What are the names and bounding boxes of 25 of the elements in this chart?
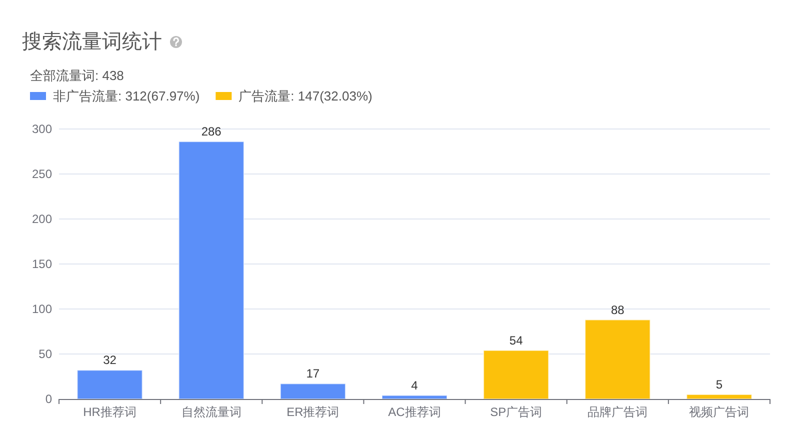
y-tick-label: 250: [32, 167, 52, 181]
y-tick-label: 200: [32, 212, 52, 226]
y-tick-label: 100: [32, 302, 52, 316]
x-tick-label: 品牌广告词: [588, 405, 648, 419]
title: 搜索流量词统计: [22, 31, 162, 53]
x-tick-label: ER推荐词: [286, 405, 340, 419]
data-label: 54: [509, 333, 524, 348]
x-tick-label: SP广告词: [490, 405, 542, 419]
x-tick-label: 自然流量词: [181, 405, 242, 419]
data-label: 4: [411, 378, 418, 392]
x-tick-label: 视频广告词: [689, 405, 750, 419]
legend-label: 非广告流量: 312(67.97%): [53, 88, 200, 104]
data-label: 32: [103, 353, 117, 368]
x-tick-label: HR推荐词: [83, 405, 136, 419]
data-label: 5: [716, 378, 723, 392]
data-label: 286: [201, 124, 222, 139]
x-tick-label: AC推荐词: [388, 405, 441, 419]
y-tick-label: 300: [32, 122, 52, 136]
subtitle: 全部流量词: 438: [30, 68, 124, 83]
data-label: 88: [610, 302, 625, 317]
y-tick-label: 150: [32, 257, 52, 271]
y-tick-label: 0: [45, 392, 52, 406]
legend-label: 广告流量: 147(32.03%): [238, 88, 372, 104]
data-label: 17: [306, 366, 320, 381]
y-tick-label: 50: [38, 347, 52, 361]
